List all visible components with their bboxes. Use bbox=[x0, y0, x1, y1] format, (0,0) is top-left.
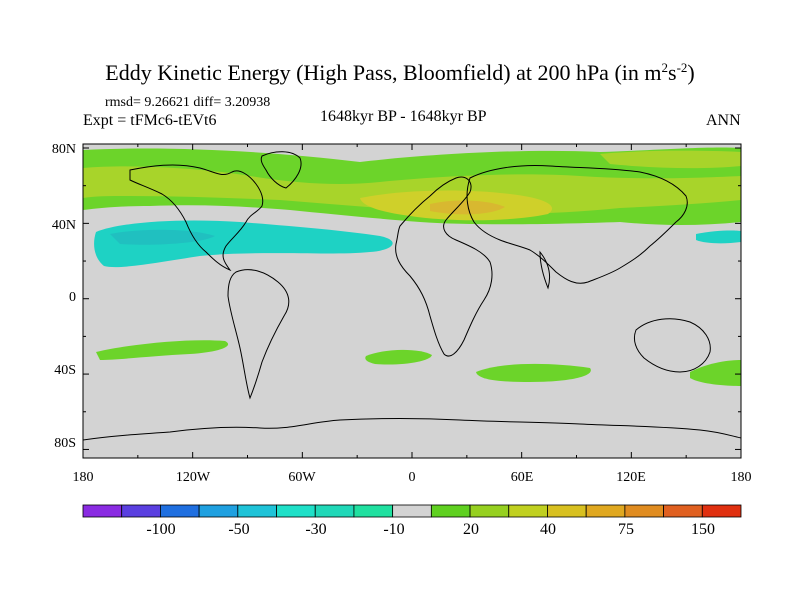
india-coast bbox=[539, 250, 551, 290]
map-field bbox=[83, 144, 741, 458]
southwest-pacific-patch bbox=[690, 360, 741, 386]
colorbar-swatch bbox=[198, 504, 239, 518]
coastlines bbox=[83, 151, 741, 441]
colorbar-swatch bbox=[392, 504, 432, 518]
colorbar-label: 20 bbox=[463, 521, 479, 538]
lat-label-40s: 40S bbox=[54, 363, 76, 378]
colorbar-label: -30 bbox=[305, 521, 327, 538]
asia-coast bbox=[466, 165, 688, 284]
colorbar-swatch bbox=[430, 504, 471, 518]
colorbar-swatch bbox=[276, 504, 316, 518]
arctic-patch bbox=[600, 150, 741, 169]
plot-title: Eddy Kinetic Energy (High Pass, Bloomfie… bbox=[105, 60, 695, 85]
colorbar-swatch bbox=[160, 504, 200, 518]
colorbar-swatch bbox=[663, 504, 703, 518]
north-atlantic-maximum bbox=[83, 166, 741, 215]
lon-label-0: 0 bbox=[408, 470, 416, 485]
europe-africa-coast bbox=[395, 176, 493, 357]
european-core bbox=[430, 200, 505, 215]
greenland-coast bbox=[260, 151, 302, 189]
lon-label-60e: 60E bbox=[510, 470, 534, 485]
south-america-coast bbox=[227, 269, 290, 400]
colorbar-swatch bbox=[314, 504, 355, 518]
colorbar-swatch bbox=[508, 504, 548, 518]
colorbar-swatch bbox=[701, 504, 742, 518]
antarctica-coast bbox=[83, 418, 741, 441]
stats-label: rmsd= 9.26621 diff= 3.20938 bbox=[105, 95, 271, 110]
lon-label-120e: 120E bbox=[616, 470, 646, 485]
experiment-label: Expt = tFMc6-tEVt6 bbox=[83, 112, 217, 129]
colorbar bbox=[82, 504, 742, 518]
australia-coast bbox=[633, 318, 711, 373]
pacific-negative-patch bbox=[696, 230, 741, 244]
south-pacific-patch bbox=[96, 340, 229, 360]
period-label: 1648kyr BP - 1648kyr BP bbox=[320, 108, 487, 125]
colorbar-swatch bbox=[585, 504, 626, 518]
lon-label-180w: 180 bbox=[72, 470, 94, 485]
colorbar-swatch bbox=[469, 504, 510, 518]
north-america-coast bbox=[129, 164, 264, 272]
lon-label-120w: 120W bbox=[175, 470, 211, 485]
lat-label-40n: 40N bbox=[51, 218, 76, 233]
south-indian-patch bbox=[476, 363, 591, 382]
colorbar-swatch bbox=[547, 504, 587, 518]
season-label: ANN bbox=[706, 112, 741, 129]
colorbar-label: -50 bbox=[228, 521, 250, 538]
colorbar-swatch bbox=[237, 504, 277, 518]
colorbar-label: 150 bbox=[691, 521, 715, 538]
lat-label-80s: 80S bbox=[54, 436, 76, 451]
colorbar-swatch bbox=[624, 504, 664, 518]
south-atlantic-patch bbox=[365, 349, 432, 365]
lon-label-60w: 60W bbox=[288, 470, 316, 485]
colorbar-swatch bbox=[82, 504, 123, 518]
colorbar-label: 75 bbox=[618, 521, 634, 538]
colorbar-label: -10 bbox=[383, 521, 405, 538]
colorbar-label: 40 bbox=[540, 521, 556, 538]
colorbar-label: -100 bbox=[146, 521, 176, 538]
lat-label-0: 0 bbox=[69, 290, 76, 305]
colorbar-swatch bbox=[353, 504, 394, 518]
subtropical-core bbox=[110, 229, 215, 245]
axis-ticks bbox=[82, 144, 742, 458]
lat-label-80n: 80N bbox=[51, 142, 76, 157]
lon-label-180e: 180 bbox=[730, 470, 752, 485]
colorbar-swatch bbox=[121, 504, 161, 518]
